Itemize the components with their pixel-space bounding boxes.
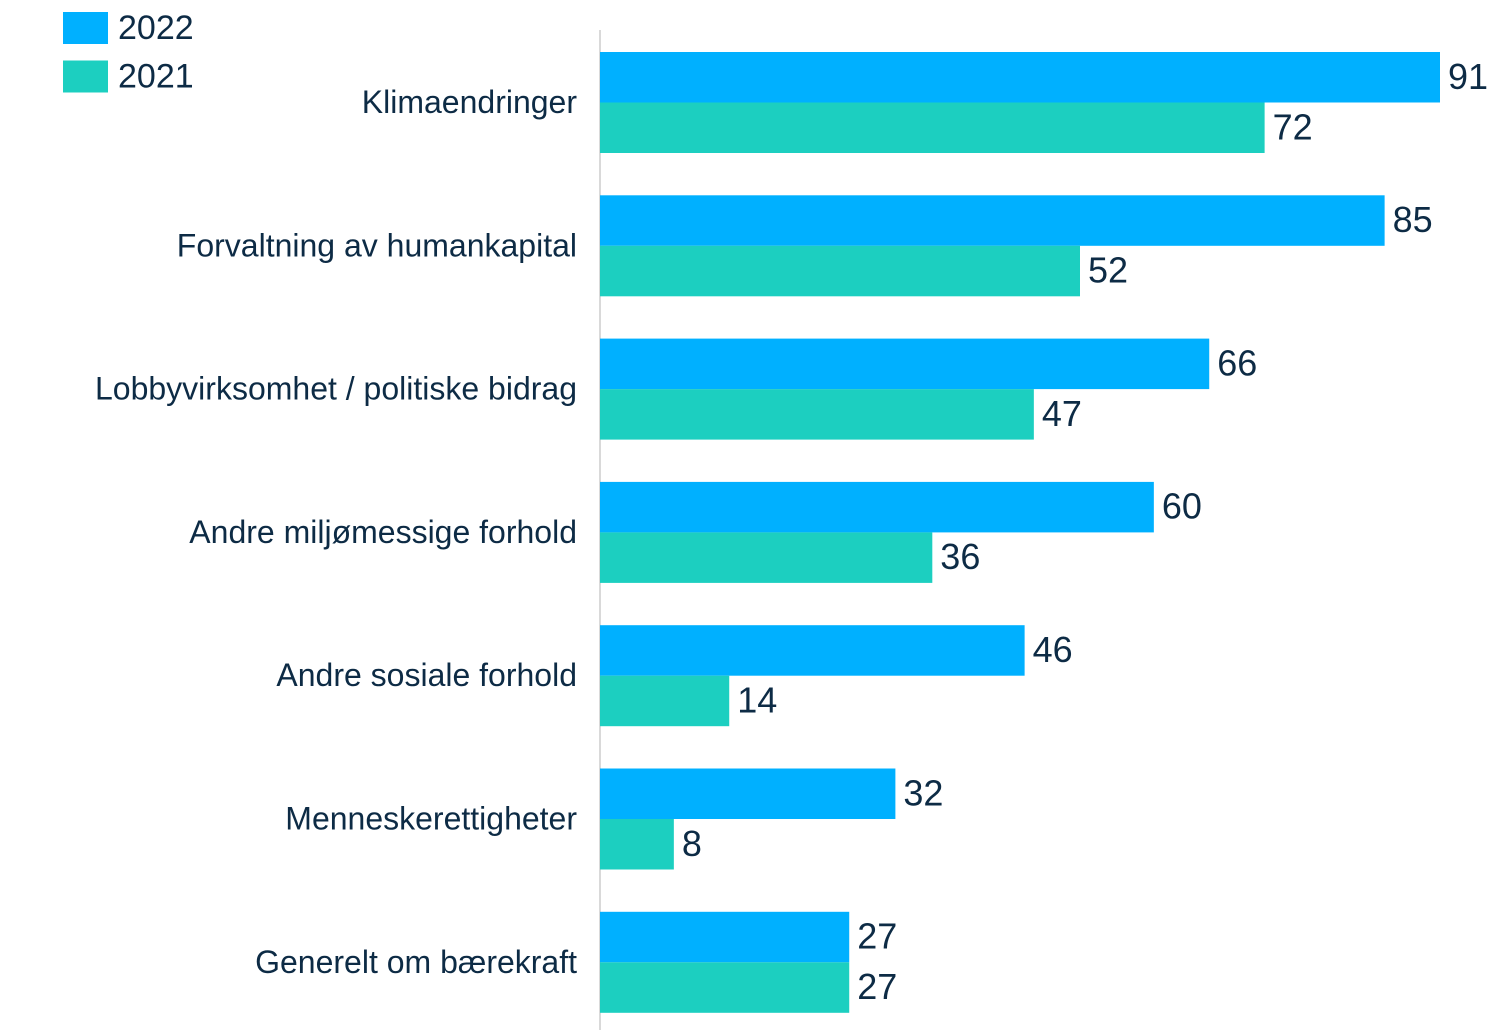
category-label: Klimaendringer bbox=[362, 84, 578, 120]
legend-label: 2022 bbox=[118, 9, 194, 47]
data-label: 72 bbox=[1273, 106, 1313, 147]
category-label: Andre miljømessige forhold bbox=[189, 514, 577, 550]
category-label: Menneskerettigheter bbox=[285, 800, 577, 836]
bar bbox=[600, 625, 1025, 676]
bar bbox=[600, 675, 730, 727]
data-label: 32 bbox=[903, 772, 943, 813]
data-label: 52 bbox=[1088, 250, 1128, 291]
bar bbox=[600, 338, 1210, 390]
category-label: Generelt om bærekraft bbox=[255, 944, 577, 980]
data-label: 36 bbox=[940, 536, 980, 577]
legend-swatch bbox=[63, 60, 108, 93]
bar bbox=[600, 532, 933, 583]
legend-swatch bbox=[63, 12, 108, 44]
data-label: 85 bbox=[1393, 199, 1433, 240]
data-label: 60 bbox=[1162, 486, 1202, 527]
bar bbox=[600, 102, 1265, 153]
data-label: 8 bbox=[682, 823, 702, 864]
data-label: 66 bbox=[1217, 342, 1257, 383]
bar bbox=[600, 481, 1154, 533]
data-label: 47 bbox=[1042, 393, 1082, 434]
category-label: Lobbyvirksomhet / politiske bidrag bbox=[95, 371, 577, 407]
bar bbox=[600, 389, 1034, 440]
bar bbox=[600, 52, 1440, 103]
data-label: 91 bbox=[1448, 56, 1488, 97]
bar bbox=[600, 911, 850, 963]
legend-label: 2021 bbox=[118, 57, 194, 95]
data-label: 27 bbox=[857, 966, 897, 1007]
bar bbox=[600, 819, 674, 870]
data-label: 46 bbox=[1033, 629, 1073, 670]
bar bbox=[600, 962, 850, 1013]
category-label: Forvaltning av humankapital bbox=[177, 227, 577, 263]
category-label: Andre sosiale forhold bbox=[276, 657, 577, 693]
bar bbox=[600, 245, 1080, 297]
bar bbox=[600, 195, 1385, 246]
data-label: 14 bbox=[737, 679, 777, 720]
bar bbox=[600, 768, 896, 819]
data-label: 27 bbox=[857, 916, 897, 957]
